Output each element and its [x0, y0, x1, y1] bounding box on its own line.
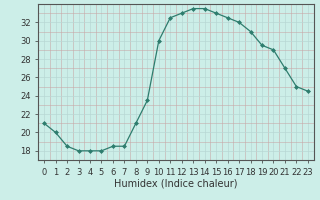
X-axis label: Humidex (Indice chaleur): Humidex (Indice chaleur): [114, 178, 238, 188]
